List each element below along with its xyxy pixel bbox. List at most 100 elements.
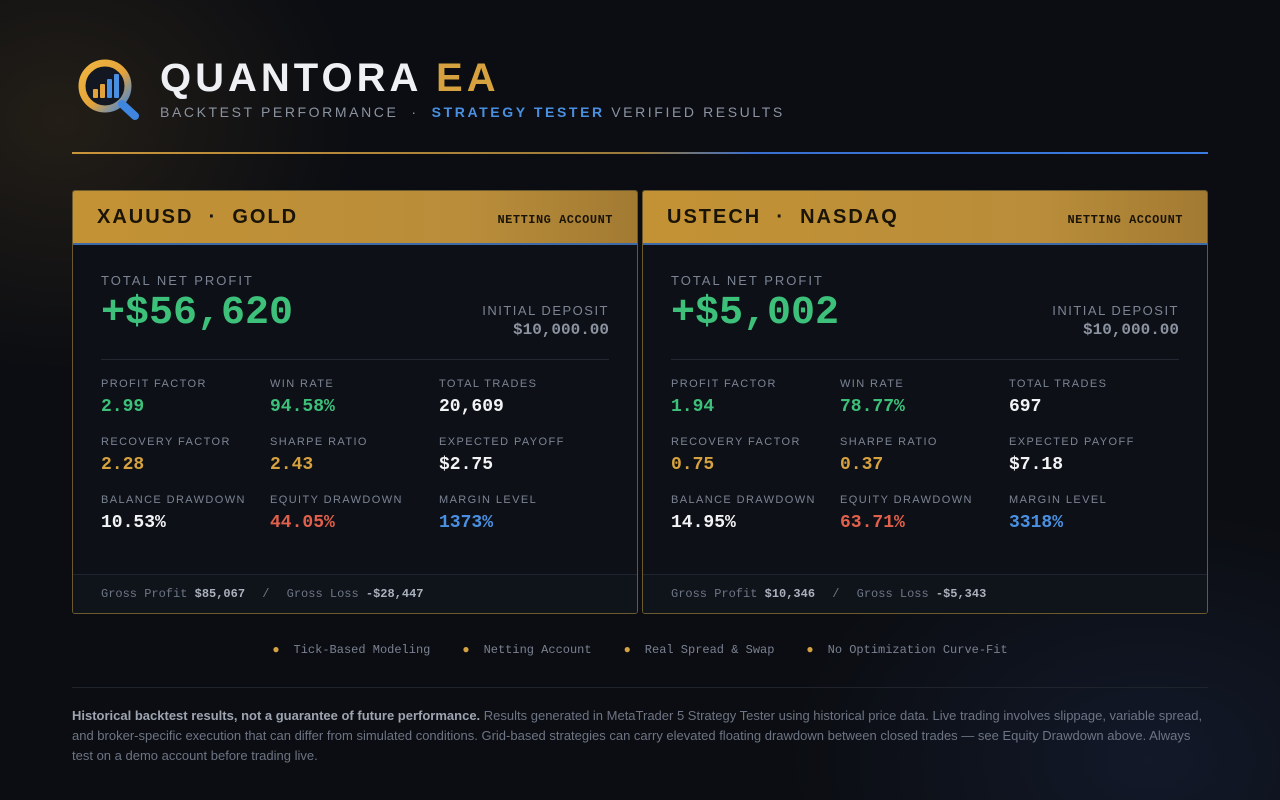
- metric-value: 10.53%: [101, 513, 166, 533]
- feature-label: No Optimization Curve-Fit: [827, 643, 1008, 657]
- card-title: XAUUSD · GOLD: [97, 206, 299, 228]
- metric-label: MARGIN LEVEL: [1009, 494, 1108, 506]
- metric: TOTAL TRADES 20,609: [439, 378, 609, 428]
- bullet-icon: ●: [806, 643, 814, 657]
- metric-value: 63.71%: [840, 513, 905, 533]
- metric-value: 2.99: [101, 397, 145, 417]
- magnifier-chart-icon: [76, 58, 140, 122]
- metric: MARGIN LEVEL 3318%: [1009, 494, 1179, 544]
- metric-value: 1.94: [671, 397, 715, 417]
- bullet-icon: ●: [272, 643, 280, 657]
- metric-label: MARGIN LEVEL: [439, 494, 538, 506]
- feature-label: Tick-Based Modeling: [293, 643, 431, 657]
- metric: WIN RATE 94.58%: [270, 378, 440, 428]
- disclaimer-bold: Historical backtest results, not a guara…: [72, 708, 481, 723]
- metric-label: RECOVERY FACTOR: [101, 436, 231, 448]
- feature-list: ● Tick-Based Modeling ● Netting Account ● Rea…: [0, 643, 1280, 657]
- disclaimer: Historical backtest results, not a guara…: [72, 706, 1212, 766]
- card-separator: [671, 359, 1179, 360]
- initial-deposit-value: $10,000.00: [512, 321, 609, 339]
- metric-label: PROFIT FACTOR: [671, 378, 777, 390]
- card-header: USTECH · NASDAQ NETTING ACCOUNT: [643, 191, 1207, 245]
- feature-item: ● Real Spread & Swap: [624, 643, 775, 657]
- metric-value: 78.77%: [840, 397, 905, 417]
- metric: RECOVERY FACTOR 0.75: [671, 436, 841, 486]
- performance-card: USTECH · NASDAQ NETTING ACCOUNT TOTAL NE…: [642, 190, 1208, 614]
- bullet-icon: ●: [623, 643, 631, 657]
- metric: RECOVERY FACTOR 2.28: [101, 436, 271, 486]
- metric-value: 1373%: [439, 513, 494, 533]
- initial-deposit-value: $10,000.00: [1082, 321, 1179, 339]
- gross-profit-value: $10,346: [764, 587, 816, 601]
- brand-subtitle: BACKTEST PERFORMANCE · STRATEGY TESTER V…: [160, 104, 785, 120]
- metric-label: EXPECTED PAYOFF: [1009, 436, 1135, 448]
- gross-loss-label: Gross Loss: [286, 587, 359, 601]
- net-profit-label: TOTAL NET PROFIT: [671, 273, 824, 288]
- metric-value: 0.75: [671, 455, 715, 475]
- initial-deposit-label: INITIAL DEPOSIT: [1052, 303, 1179, 318]
- performance-card: XAUUSD · GOLD NETTING ACCOUNT TOTAL NET …: [72, 190, 638, 614]
- metric-label: SHARPE RATIO: [840, 436, 938, 448]
- account-badge: NETTING ACCOUNT: [1067, 213, 1183, 227]
- metric-value: 2.28: [101, 455, 145, 475]
- metric-label: PROFIT FACTOR: [101, 378, 207, 390]
- metrics-grid: PROFIT FACTOR 1.94 WIN RATE 78.77% TOTAL…: [671, 378, 1181, 538]
- metric: PROFIT FACTOR 2.99: [101, 378, 271, 428]
- metric: EXPECTED PAYOFF $7.18: [1009, 436, 1179, 486]
- metric-value: 14.95%: [671, 513, 736, 533]
- net-profit-value: +$56,620: [101, 291, 294, 336]
- card-title: USTECH · NASDAQ: [667, 206, 899, 228]
- net-profit-value: +$5,002: [671, 291, 840, 336]
- metric-value: 0.37: [840, 455, 884, 475]
- header-divider: [72, 152, 1208, 154]
- metric: TOTAL TRADES 697: [1009, 378, 1179, 428]
- gross-loss-value: -$5,343: [935, 587, 987, 601]
- feature-label: Netting Account: [483, 643, 592, 657]
- metric-label: EQUITY DRAWDOWN: [840, 494, 973, 506]
- metric: SHARPE RATIO 2.43: [270, 436, 440, 486]
- gross-loss-value: -$28,447: [365, 587, 424, 601]
- metric: EXPECTED PAYOFF $2.75: [439, 436, 609, 486]
- gross-profit-label: Gross Profit: [101, 587, 188, 601]
- metric-label: TOTAL TRADES: [1009, 378, 1108, 390]
- feature-item: ● Tick-Based Modeling: [272, 643, 430, 657]
- net-profit-label: TOTAL NET PROFIT: [101, 273, 254, 288]
- metric-value: 3318%: [1009, 513, 1064, 533]
- metrics-grid: PROFIT FACTOR 2.99 WIN RATE 94.58% TOTAL…: [101, 378, 611, 538]
- subtitle-pre: BACKTEST PERFORMANCE ·: [160, 104, 432, 120]
- gross-summary: Gross Profit $85,067 / Gross Loss -$28,4…: [73, 574, 637, 613]
- header: QUANTORA EA BACKTEST PERFORMANCE · STRAT…: [72, 56, 1208, 126]
- metric-label: EXPECTED PAYOFF: [439, 436, 565, 448]
- metric-label: EQUITY DRAWDOWN: [270, 494, 403, 506]
- metric: MARGIN LEVEL 1373%: [439, 494, 609, 544]
- card-separator: [101, 359, 609, 360]
- gross-summary: Gross Profit $10,346 / Gross Loss -$5,34…: [643, 574, 1207, 613]
- metric: PROFIT FACTOR 1.94: [671, 378, 841, 428]
- subtitle-highlight: STRATEGY TESTER: [431, 104, 605, 120]
- brand-name: QUANTORA: [160, 56, 421, 100]
- initial-deposit-label: INITIAL DEPOSIT: [482, 303, 609, 318]
- metric-label: RECOVERY FACTOR: [671, 436, 801, 448]
- feature-item: ● No Optimization Curve-Fit: [806, 643, 1007, 657]
- metric-label: TOTAL TRADES: [439, 378, 538, 390]
- feature-item: ● Netting Account: [462, 643, 591, 657]
- metric: BALANCE DRAWDOWN 14.95%: [671, 494, 841, 544]
- metric-value: 44.05%: [270, 513, 335, 533]
- metric-value: $7.18: [1009, 455, 1064, 475]
- metric: EQUITY DRAWDOWN 44.05%: [270, 494, 440, 544]
- card-header: XAUUSD · GOLD NETTING ACCOUNT: [73, 191, 637, 245]
- metric-value: 20,609: [439, 397, 504, 417]
- feature-label: Real Spread & Swap: [644, 643, 775, 657]
- metric: SHARPE RATIO 0.37: [840, 436, 1010, 486]
- footer-divider: [72, 687, 1208, 688]
- metric-label: BALANCE DRAWDOWN: [671, 494, 816, 506]
- metric-value: 697: [1009, 397, 1042, 417]
- metric-label: SHARPE RATIO: [270, 436, 368, 448]
- metric: BALANCE DRAWDOWN 10.53%: [101, 494, 271, 544]
- metric: EQUITY DRAWDOWN 63.71%: [840, 494, 1010, 544]
- gross-loss-label: Gross Loss: [856, 587, 929, 601]
- metric-value: 2.43: [270, 455, 314, 475]
- brand-title: QUANTORA EA: [160, 56, 500, 101]
- metric: WIN RATE 78.77%: [840, 378, 1010, 428]
- disclaimer-text: Results generated in MetaTrader 5 Strate…: [72, 708, 1203, 763]
